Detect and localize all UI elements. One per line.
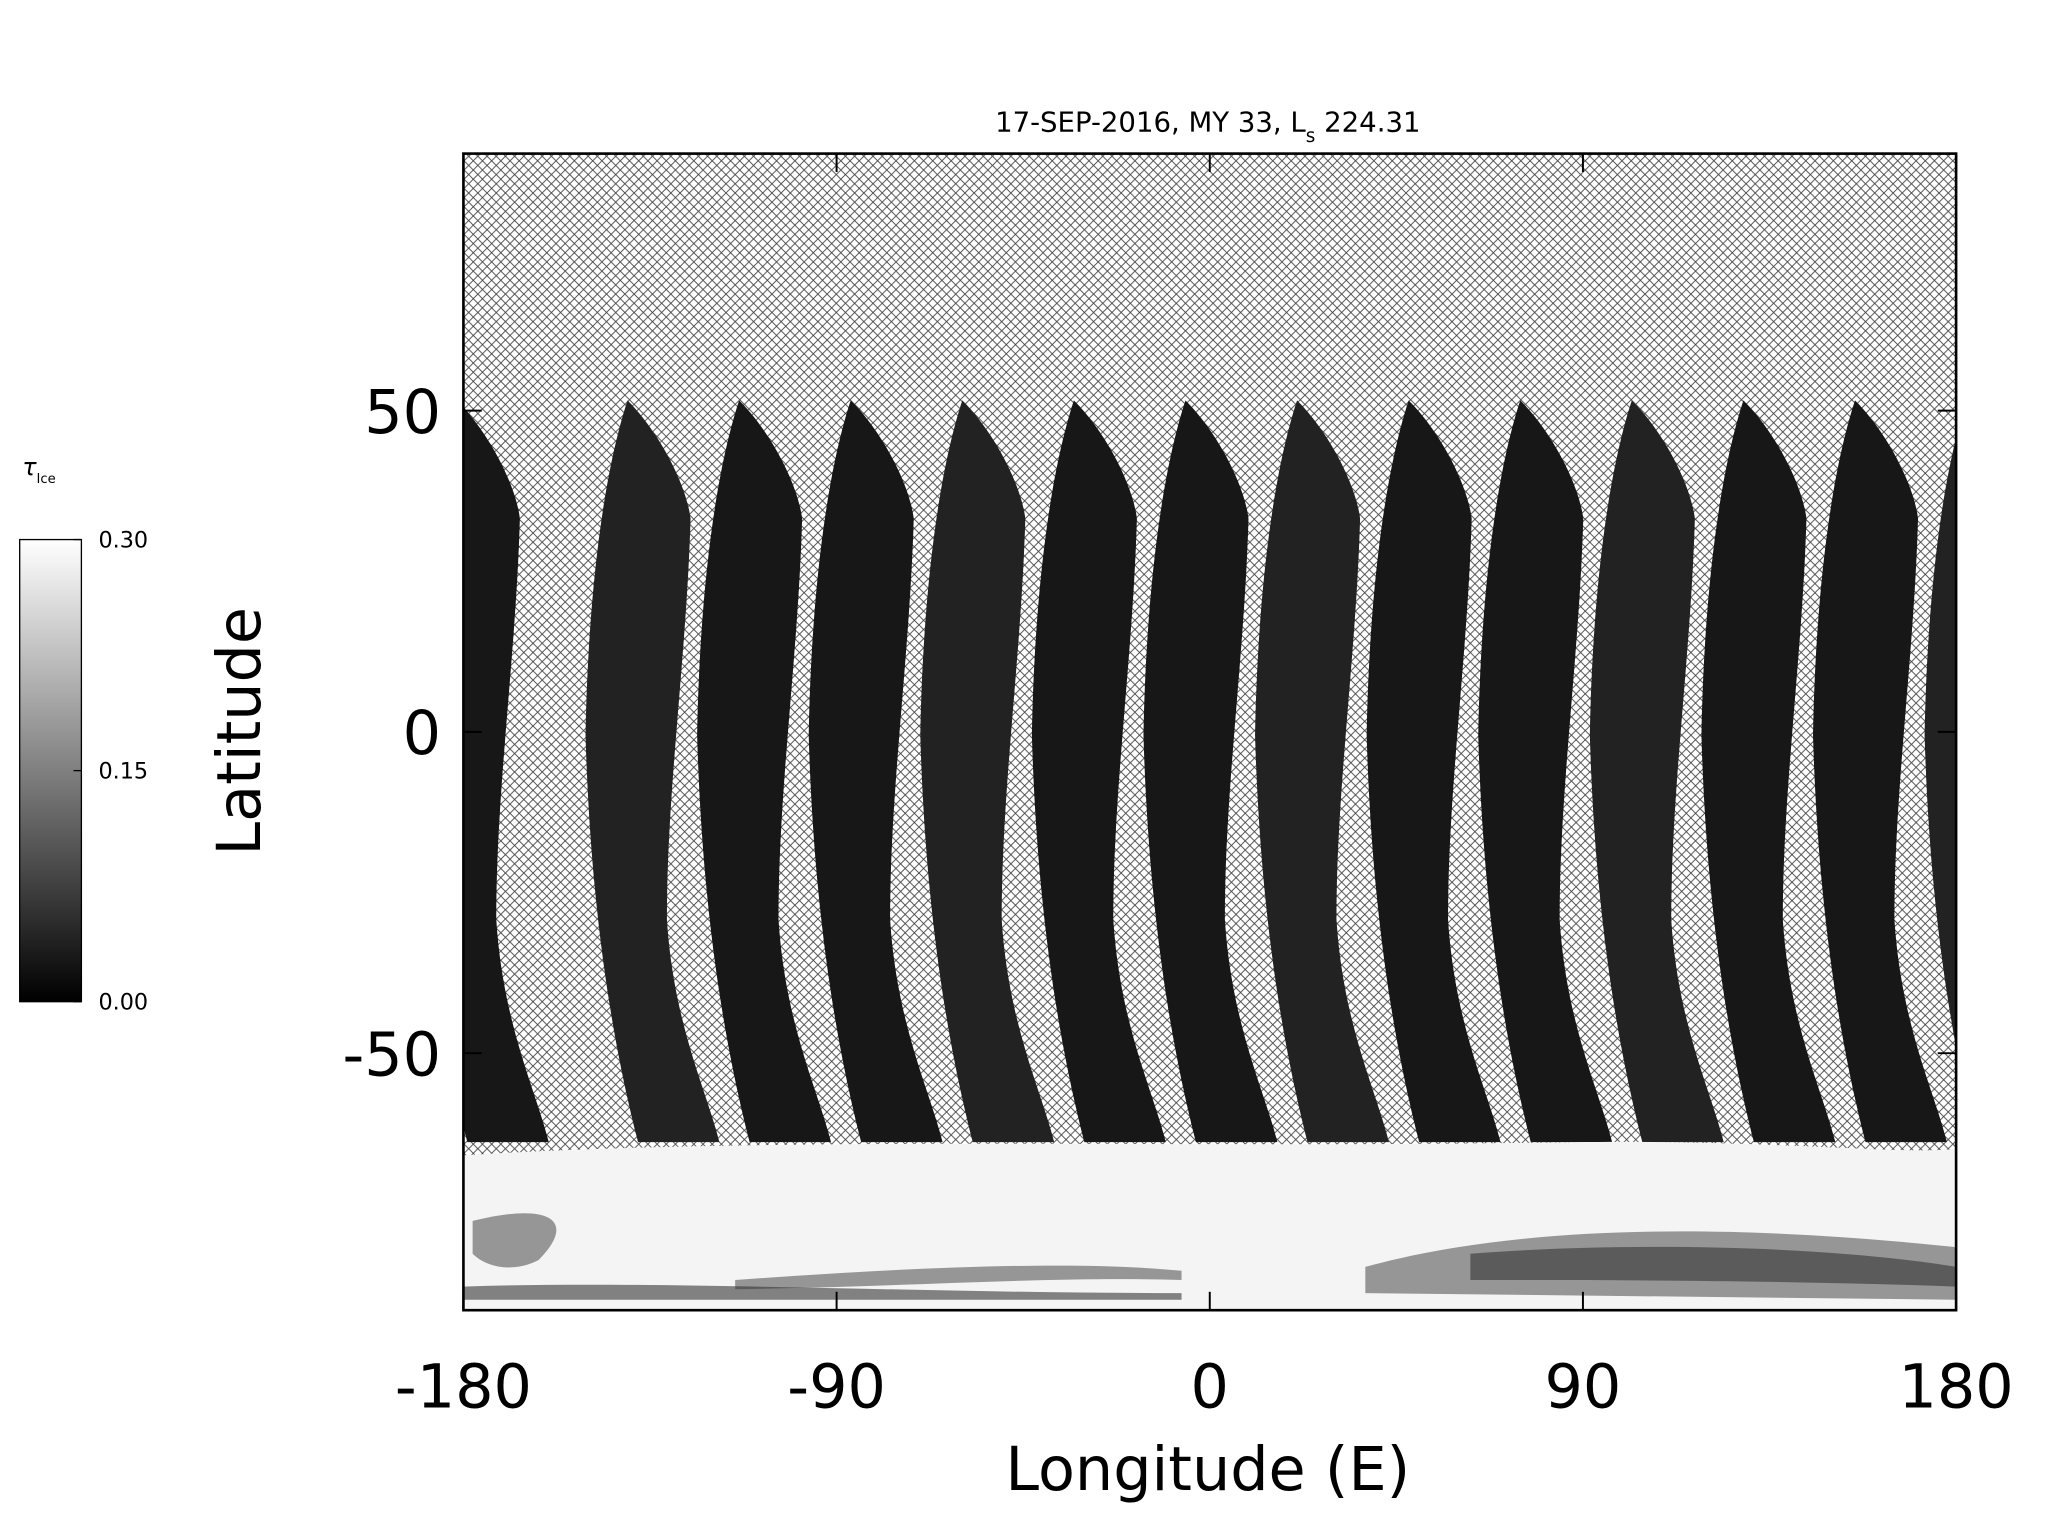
x-tick-label: 0 [1191, 1352, 1229, 1422]
x-tick-label: 90 [1545, 1352, 1622, 1422]
y-axis-label: Latitude [205, 607, 275, 856]
title-part: 224.31 [1315, 106, 1420, 138]
swath [1924, 437, 1957, 1048]
y-tick-label: 0 [403, 699, 441, 769]
x-tick-label: 180 [1898, 1352, 2013, 1422]
y-tick-label: -50 [342, 1020, 441, 1090]
chart-title: 17-SEP-2016, MY 33, Ls 224.31 [995, 106, 1420, 147]
swath [1701, 400, 1836, 1143]
colorbar-label-symbol: τ [22, 453, 37, 481]
x-tick-label: -180 [395, 1352, 532, 1422]
swath [585, 400, 720, 1143]
y-tick-label: 50 [364, 378, 441, 448]
colorbar [19, 538, 83, 1003]
map-image [463, 153, 1957, 1311]
swath [697, 400, 832, 1143]
title-part: 17-SEP-2016, MY 33, L [995, 106, 1306, 138]
swath [463, 407, 549, 1143]
colorbar-tick-label: 0.00 [98, 990, 148, 1016]
polar-texture [463, 1246, 1957, 1300]
swath [1366, 400, 1501, 1143]
title-part: s [1306, 126, 1316, 147]
swath [1143, 400, 1278, 1143]
swath [920, 400, 1055, 1143]
swath [1478, 400, 1613, 1143]
swath [1589, 400, 1724, 1143]
swath [1031, 400, 1166, 1143]
swath [1813, 400, 1947, 1143]
colorbar-label-subscript: Ice [37, 472, 56, 487]
x-tick-label: -90 [787, 1352, 886, 1422]
swath [1255, 400, 1389, 1143]
colorbar-tick-label: 0.30 [98, 527, 148, 553]
colorbar-tick-label: 0.15 [98, 759, 148, 785]
colorbar-label: τIce [22, 453, 55, 487]
x-axis-label: Longitude (E) [1005, 1435, 1410, 1505]
swath [808, 400, 943, 1143]
